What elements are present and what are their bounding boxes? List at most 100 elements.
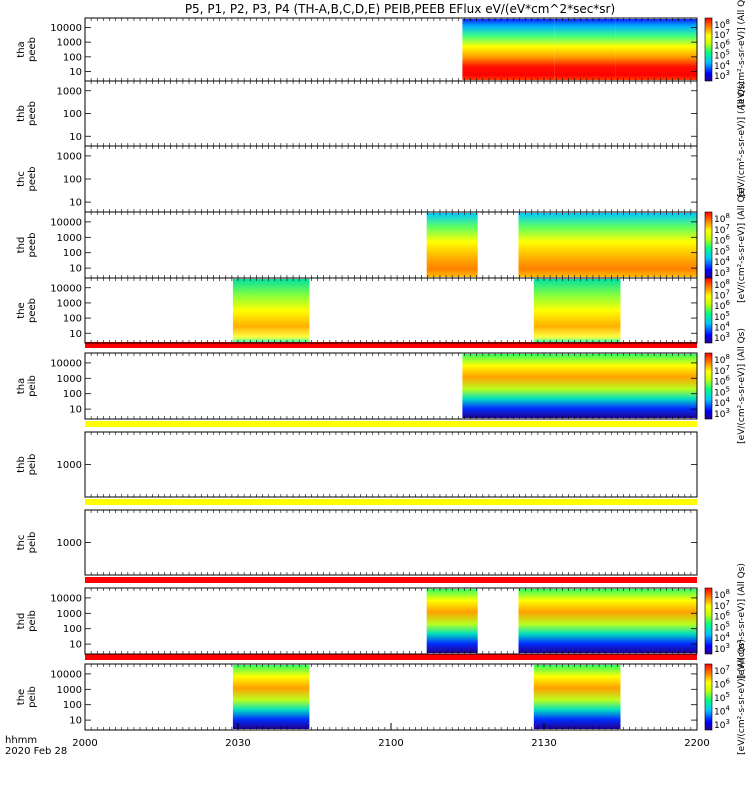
y-axis-label: peeb (27, 167, 38, 192)
y-tick-label: 10 (69, 640, 82, 651)
y-tick-label: 1000 (57, 609, 82, 620)
y-axis-label: thd (16, 613, 27, 630)
colorbar (704, 277, 713, 344)
date-label: 2020 Feb 28 (5, 746, 67, 757)
y-tick-label: 10 (69, 198, 82, 209)
y-tick-label: 1000 (57, 538, 82, 549)
colorbar-label: [eV/(cm²-s-sr-eV)] (All Qs) (737, 81, 747, 197)
data-block (554, 19, 616, 80)
separator-bar-red (85, 342, 697, 348)
data-block (462, 19, 555, 80)
x-tick-label: 2000 (72, 738, 97, 749)
colorbar-label: [eV/(cm²-s-sr-eV)] (All Qs) (737, 639, 747, 755)
colorbar-tick-label: 105 (714, 691, 730, 704)
data-block (533, 665, 621, 729)
colorbar (704, 663, 713, 731)
separator-bar-yellow (85, 499, 697, 505)
colorbar-tick-label: 103 (714, 718, 730, 731)
y-tick-label: 1000 (57, 460, 82, 471)
separator-bars (85, 342, 697, 660)
colorbar-label: [eV/(cm²-s-sr-eV)] (All Qs) (737, 0, 747, 107)
data-block (232, 665, 310, 729)
colorbar-label: [eV/(cm²-s-sr-eV)] (All Qs) (737, 187, 747, 303)
separator-bar-red (85, 577, 697, 583)
x-tick-label: 2100 (378, 738, 403, 749)
y-tick-label: 100 (63, 389, 82, 400)
y-tick-label: 10000 (50, 593, 82, 604)
y-tick-label: 100 (63, 700, 82, 711)
y-axis-label: peib (27, 686, 38, 708)
colorbar (704, 587, 713, 655)
panel-frame (84, 431, 698, 498)
y-tick-label: 10000 (50, 669, 82, 680)
colorbar (704, 17, 713, 82)
data-block (518, 213, 697, 277)
y-tick-label: 1000 (57, 151, 82, 162)
colorbar-label: [eV/(cm²-s-sr-eV)] (All Qs) (737, 328, 747, 444)
y-axis-label: peeb (27, 37, 38, 62)
separator-bar-yellow (85, 421, 697, 427)
y-tick-label: 1000 (57, 298, 82, 309)
data-block (615, 19, 697, 80)
y-tick-label: 10 (69, 716, 82, 727)
colorbar (704, 352, 713, 420)
separator-bar-red (85, 654, 697, 660)
y-tick-label: 100 (63, 175, 82, 186)
y-axis-label: peib (27, 454, 38, 476)
data-block (426, 589, 478, 653)
y-tick-label: 1000 (57, 38, 82, 49)
y-tick-label: 1000 (57, 86, 82, 97)
y-tick-label: 10 (69, 264, 82, 275)
panel-thb-peeb: 1000 100 10 thb peeb (16, 80, 698, 147)
y-tick-label: 1000 (57, 233, 82, 244)
panel-frame (84, 80, 698, 147)
y-tick-label: 10000 (50, 358, 82, 369)
y-axis-label: the (16, 689, 27, 705)
y-axis-label: thb (16, 456, 27, 473)
y-axis-label: peib (27, 375, 38, 397)
figure-title: P5, P1, P2, P3, P4 (TH-A,B,C,D,E) PEIB,P… (185, 2, 615, 16)
colorbar-tick-label: 107 (714, 664, 730, 677)
colorbar-tick-label: 106 (714, 678, 730, 691)
y-tick-label: 100 (63, 109, 82, 120)
panel-frame (84, 145, 698, 213)
y-axis-label: peeb (27, 298, 38, 323)
data-block (533, 279, 621, 342)
y-tick-label: 100 (63, 624, 82, 635)
data-block (462, 354, 697, 418)
y-axis-label: tha (16, 378, 27, 394)
y-tick-label: 100 (63, 52, 82, 63)
x-tick-label: 2030 (225, 738, 250, 749)
y-tick-label: 10 (69, 132, 82, 143)
x-axis-label: hhmm (5, 735, 37, 746)
colorbar-label: [eV/(cm²-s-sr-eV)] (All Qs) (737, 563, 747, 679)
panel-frame (84, 509, 698, 576)
y-axis-label: peeb (27, 233, 38, 258)
y-tick-label: 10000 (50, 217, 82, 228)
panel-thc-peib: 1000 thc peib (16, 509, 698, 576)
y-tick-label: 10 (69, 329, 82, 340)
y-axis-label: the (16, 302, 27, 318)
colorbar (704, 211, 713, 279)
y-tick-label: 100 (63, 314, 82, 325)
y-axis-label: tha (16, 41, 27, 57)
y-axis-label: thd (16, 237, 27, 254)
x-tick-label: 2200 (684, 738, 709, 749)
data-block (232, 279, 310, 342)
y-axis-label: peib (27, 610, 38, 632)
y-tick-label: 100 (63, 248, 82, 259)
y-tick-label: 10000 (50, 23, 82, 34)
y-tick-label: 10 (69, 67, 82, 78)
y-axis-label: thb (16, 105, 27, 122)
y-axis-label: peeb (27, 101, 38, 126)
data-block (518, 589, 697, 653)
